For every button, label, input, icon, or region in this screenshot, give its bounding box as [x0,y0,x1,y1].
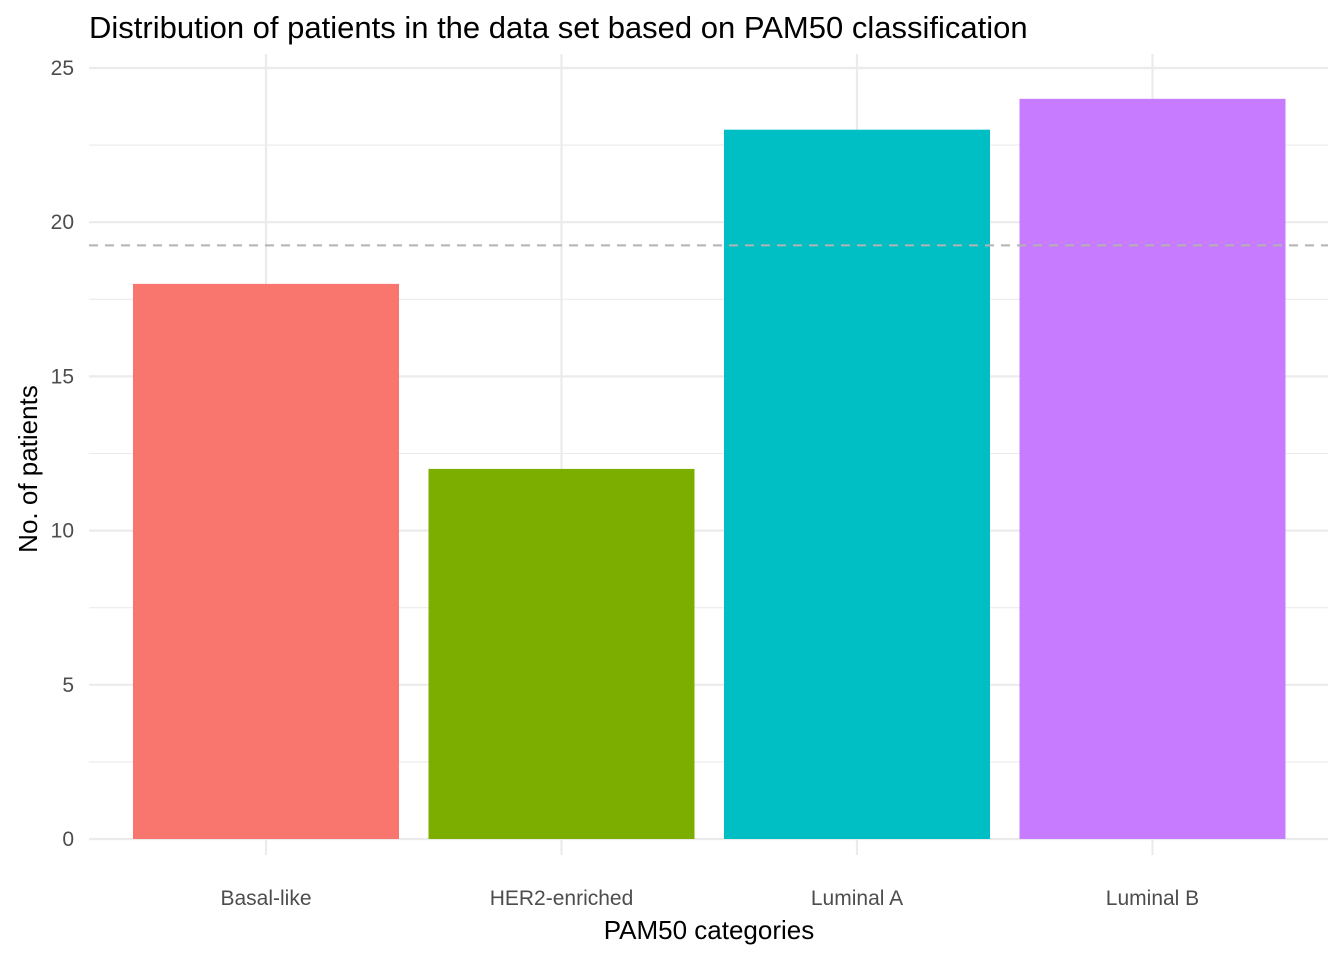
bar-layer [133,98,1286,840]
x-tick-label: Luminal A [811,887,903,910]
y-tick-label: 20 [51,211,74,234]
bar [1019,98,1286,840]
x-tick-label: HER2-enriched [490,887,634,910]
chart-title: Distribution of patients in the data set… [89,10,1028,45]
x-tick-label: Basal-like [220,887,311,910]
y-tick-labels: 0 5 10 15 20 25 [51,57,74,851]
bar [428,468,695,839]
x-axis-title: PAM50 categories [604,915,815,945]
y-tick-label: 15 [51,365,74,388]
y-tick-label: 0 [62,828,74,851]
x-tick-label: Luminal B [1106,887,1199,910]
y-axis-title: No. of patients [13,385,43,553]
bar [724,129,990,839]
x-tick-labels: Basal-like HER2-enriched Luminal A Luminal … [220,887,1199,910]
y-tick-label: 5 [62,674,74,697]
y-tick-label: 25 [51,57,74,80]
y-tick-label: 10 [51,520,74,543]
bar [133,283,399,839]
